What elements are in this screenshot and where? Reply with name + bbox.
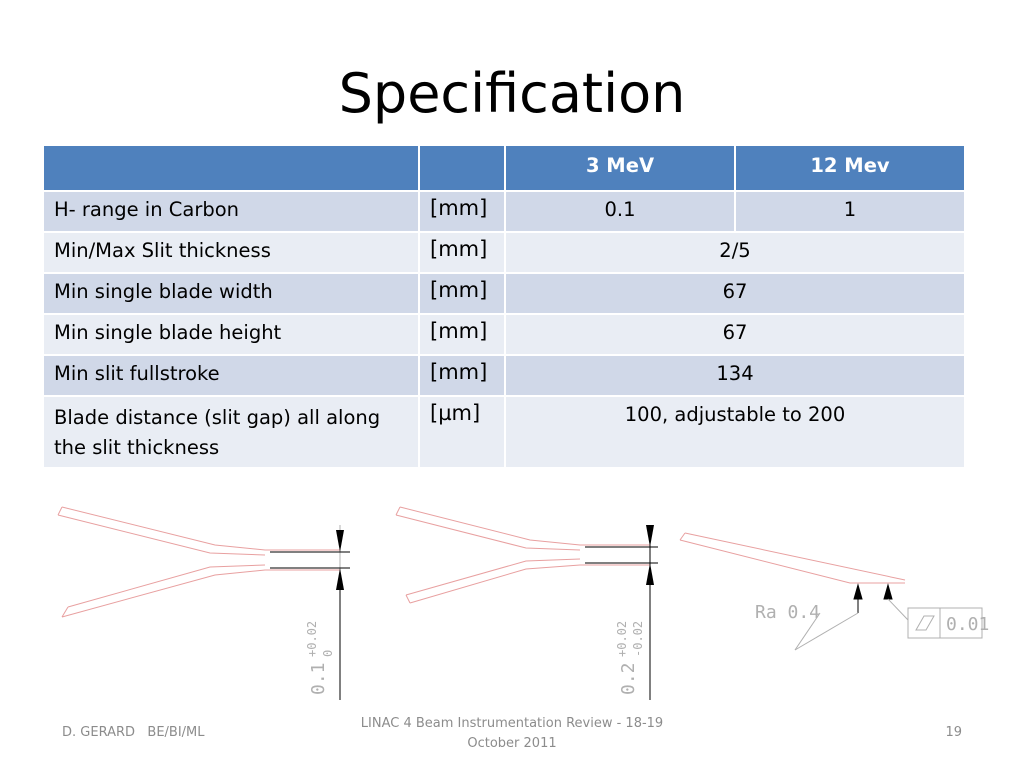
slit-technical-drawing: 0.1 +0.02 0 0.2 +0.02 -0.02 Ra xyxy=(57,506,989,700)
dimension-gap-3mev xyxy=(270,525,350,700)
table-row: Min/Max Slit thickness [mm] 2/5 xyxy=(42,231,966,274)
table-row: Min slit fullstroke [mm] 134 xyxy=(42,354,966,397)
dim-tol-upper-3mev: +0.02 xyxy=(305,621,319,657)
roughness-leader xyxy=(794,598,909,651)
value-cell: 67 xyxy=(504,313,966,356)
slide-title: Specification xyxy=(338,62,686,125)
header-3mev: 3 MeV xyxy=(504,144,736,192)
value-cell: 100, adjustable to 200 xyxy=(504,395,966,469)
unit-cell: [mm] xyxy=(418,231,506,274)
footer-page-number: 19 xyxy=(945,725,962,740)
param-cell: Blade distance (slit gap) all along the … xyxy=(42,395,420,469)
footer-author: D. GERARD BE/BI/ML xyxy=(62,725,205,740)
flatness-value: 0.01 xyxy=(946,614,989,635)
header-parameter xyxy=(42,144,420,192)
header-12mev: 12 Mev xyxy=(734,144,966,192)
slit-blades-3mev xyxy=(57,506,340,618)
roughness-callout xyxy=(853,583,893,613)
value-cell: 2/5 xyxy=(504,231,966,274)
table-row: Blade distance (slit gap) all along the … xyxy=(42,395,966,469)
header-unit xyxy=(418,144,506,192)
dim-tol-lower-3mev: 0 xyxy=(321,650,335,657)
table-row: Min single blade height [mm] 67 xyxy=(42,313,966,356)
dim-label-12mev: 0.2 +0.02 -0.02 xyxy=(615,621,645,695)
dim-main-3mev: 0.1 xyxy=(308,662,329,695)
table-row: H- range in Carbon [mm] 0.1 1 xyxy=(42,190,966,233)
roughness-label: Ra 0.4 xyxy=(755,602,820,623)
blade-edge-detail xyxy=(679,532,906,584)
dimension-gap-12mev xyxy=(585,525,658,700)
table-row: Min single blade width [mm] 67 xyxy=(42,272,966,315)
dim-tol-lower-12mev: -0.02 xyxy=(631,621,645,657)
unit-cell: [mm] xyxy=(418,190,506,233)
unit-cell: [µm] xyxy=(418,395,506,469)
dim-main-12mev: 0.2 xyxy=(618,662,639,695)
unit-cell: [mm] xyxy=(418,354,506,397)
slit-blades-12mev xyxy=(395,506,650,604)
specification-table: 3 MeV 12 Mev H- range in Carbon [mm] 0.1… xyxy=(42,144,966,469)
unit-cell: [mm] xyxy=(418,313,506,356)
value-cell: 67 xyxy=(504,272,966,315)
dim-tol-upper-12mev: +0.02 xyxy=(615,621,629,657)
footer-event: LINAC 4 Beam Instrumentation Review - 18… xyxy=(360,716,664,751)
param-cell: Min/Max Slit thickness xyxy=(42,231,420,274)
dim-label-3mev: 0.1 +0.02 0 xyxy=(305,621,335,695)
value-cell: 134 xyxy=(504,354,966,397)
param-cell: H- range in Carbon xyxy=(42,190,420,233)
unit-cell: [mm] xyxy=(418,272,506,315)
value-3mev-cell: 0.1 xyxy=(504,190,736,233)
value-12mev-cell: 1 xyxy=(734,190,966,233)
param-cell: Min single blade width xyxy=(42,272,420,315)
param-cell: Min single blade height xyxy=(42,313,420,356)
param-cell: Min slit fullstroke xyxy=(42,354,420,397)
table-header-row: 3 MeV 12 Mev xyxy=(42,144,966,192)
flatness-frame xyxy=(907,607,983,639)
